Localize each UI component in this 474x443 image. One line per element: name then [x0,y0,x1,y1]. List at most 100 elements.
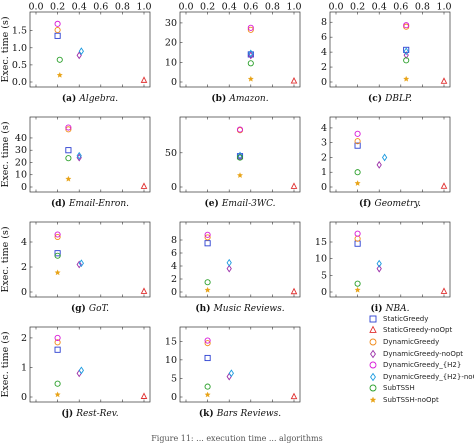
y-tick-label: 2 [21,333,27,344]
y-tick-label: 0 [171,182,177,193]
y-tick-label: 1 [321,167,327,178]
y-tick-label: 8 [171,235,177,246]
chart-panel: 0 1 2 3 4 (f) Geometry. [321,116,451,209]
legend-item: DynamicGreedy_{H2}-noOpt [366,371,474,383]
data-point [354,138,361,145]
panel-caption-label: (h) [195,303,213,314]
y-tick-label: 4 [21,237,27,248]
panel-caption-name: Amazon. [228,94,268,104]
y-tick-label: 1.5 [12,26,27,37]
plot-frame [329,221,451,298]
data-point [140,76,148,83]
y-tick-label: 20 [15,157,27,168]
data-point [228,369,234,378]
data-point [248,49,254,58]
data-point [354,230,361,237]
y-tick-label: 4 [171,261,177,272]
data-point [140,287,148,294]
data-point [204,279,211,286]
x-tick-label: 0.0 [328,2,343,13]
panel-caption: (a) Algebra. [62,93,118,104]
y-tick-label: 6 [321,32,327,43]
data-point [78,259,84,268]
data-point [54,26,61,34]
x-tick-label: 0.6 [93,2,108,13]
data-point [54,20,61,27]
data-point [403,47,409,56]
legend-label: StaticGreedy-noOpt [383,326,453,335]
y-tick-label: 30 [165,18,177,29]
data-point [65,147,72,154]
legend-marker [370,372,376,382]
legend-marker-circle [369,384,377,392]
chart-panel: 0.0 0.2 0.4 0.6 0.8 1.0 0 10 20 30 (b) Amazon. [165,2,302,105]
legend-marker-diamond [370,372,376,382]
legend-item: SubTSSH-noOpt [366,394,474,406]
data-point [54,269,61,276]
y-axis-label: Exec. time (s) [0,16,11,82]
panel-caption: (k) Bars Reviews. [199,408,281,419]
data-point [354,240,361,247]
panel-caption-name: Algebra. [78,94,118,104]
data-point [54,334,61,341]
data-point [247,60,254,67]
legend-marker-square [369,315,377,323]
legend-label: DynamicGreedy [383,337,440,346]
data-point [65,124,72,131]
data-point [204,354,211,362]
data-point [204,383,211,390]
y-tick-label: 30 [15,145,27,156]
y-tick-label: 15 [165,336,177,347]
panel-caption-name: Geometry. [375,199,422,209]
data-point [56,71,63,78]
y-tick-label: 5 [171,373,177,384]
y-tick-label: 0 [321,182,327,193]
data-point [65,175,72,182]
x-tick-label: 0.8 [115,2,130,13]
y-tick-label: 0 [171,77,177,88]
x-tick-label: 0.2 [50,2,65,13]
data-point [376,259,382,268]
data-point [290,287,298,295]
data-point [204,240,211,247]
legend-marker [369,338,377,346]
data-point [76,151,82,160]
y-axis-label: Exec. time (s) [0,226,11,292]
y-tick-label: 20 [165,38,177,49]
data-point [76,51,82,60]
legend-item: DynamicGreedy_{H2} [366,359,474,371]
data-point [54,252,61,259]
legend: StaticGreedy StaticGreedy-noOpt DynamicGre… [366,313,474,409]
panel-caption-label: (f) [359,198,375,209]
data-point [247,24,254,31]
panel-caption: (e) Email-3WC. [204,198,275,209]
data-point [76,260,82,269]
plot-frame [29,11,151,88]
panel-caption-label: (g) [71,303,89,314]
x-tick-label: 0.2 [200,2,215,13]
data-point [440,287,448,294]
legend-marker-circle [369,361,377,369]
y-tick-label: 10 [15,170,27,181]
data-point [54,231,61,238]
x-tick-label: 0.4 [372,2,387,13]
legend-marker [369,326,377,334]
data-point [78,366,84,375]
panel-caption-name: DBLP. [384,94,412,104]
legend-label: DynamicGreedy_{H2} [383,361,462,370]
x-tick-label: 1.0 [436,2,451,13]
x-tick-label: 1.0 [286,2,301,13]
x-tick-label: 0.0 [178,2,193,13]
y-tick-label: 2 [21,262,27,273]
y-tick-label: 2 [171,274,177,285]
data-point [290,182,298,189]
legend-item: DynamicGreedy [366,336,474,348]
panel-caption: (j) Rest-Rev. [61,408,118,419]
x-tick-label: 0.0 [28,2,43,13]
data-point [54,32,61,39]
legend-marker-diamond [370,349,376,358]
legend-marker [369,396,377,403]
y-tick-label: 0 [171,392,177,403]
chart-panel: 0 2 4 (g) GoT. [21,221,151,314]
